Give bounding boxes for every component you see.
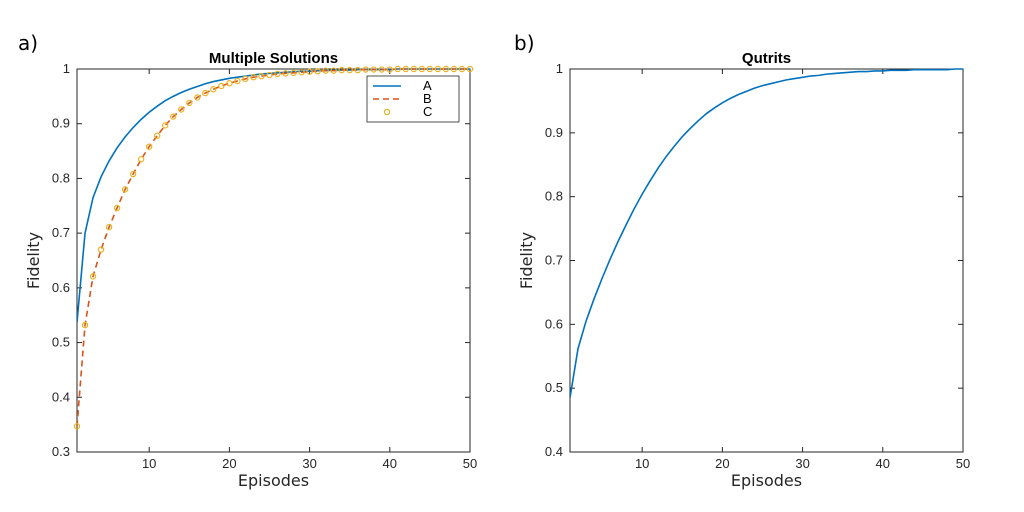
y-tick-label: 0.7 <box>545 253 563 268</box>
data-point <box>330 67 337 74</box>
data-point <box>290 69 297 77</box>
data-point <box>282 70 289 77</box>
data-point <box>218 82 225 90</box>
data-point <box>458 65 466 73</box>
y-tick-label: 0.5 <box>545 380 563 395</box>
x-tick-label: 40 <box>383 456 397 471</box>
data-point <box>162 122 169 129</box>
data-point <box>97 246 105 253</box>
data-point <box>89 273 97 280</box>
panel-label: b) <box>514 31 535 55</box>
y-tick-label: 0.6 <box>545 316 563 331</box>
data-point <box>418 65 426 73</box>
data-point <box>129 170 137 178</box>
x-tick-label: 20 <box>222 456 236 471</box>
legend-marker-c <box>383 108 391 116</box>
data-point <box>194 94 201 101</box>
data-point <box>402 65 410 73</box>
plot-area <box>76 68 471 453</box>
x-tick-label: 40 <box>876 456 890 471</box>
data-point <box>426 65 434 73</box>
data-point <box>170 113 177 120</box>
x-tick-label: 10 <box>635 456 649 471</box>
data-point <box>314 67 321 75</box>
y-tick-label: 0.3 <box>52 444 70 459</box>
data-point <box>466 65 474 73</box>
series-line-fidelity <box>570 68 963 398</box>
y-tick-label: 0.6 <box>52 280 70 295</box>
data-point <box>186 99 193 107</box>
panel-label: a) <box>18 31 38 55</box>
data-point <box>73 423 81 430</box>
y-tick-label: 0.5 <box>52 335 70 350</box>
x-tick-label: 30 <box>302 456 316 471</box>
y-tick-label: 1 <box>556 61 563 76</box>
x-axis-label: Episodes <box>238 471 309 490</box>
legend-label-b: B <box>423 91 432 106</box>
data-point <box>266 71 273 79</box>
data-point <box>113 204 121 212</box>
data-point <box>202 89 209 97</box>
legend-label-a: A <box>423 78 432 93</box>
data-point <box>386 66 393 73</box>
series-c-markers <box>73 65 474 430</box>
data-point <box>298 69 305 76</box>
x-tick-label: 10 <box>142 456 156 471</box>
data-point <box>378 66 385 73</box>
data-point <box>354 66 361 74</box>
data-point <box>362 66 369 73</box>
data-point <box>105 223 113 231</box>
data-point <box>121 186 129 193</box>
data-point <box>145 143 153 150</box>
legend-label-c: C <box>423 104 432 119</box>
x-tick-label: 20 <box>715 456 729 471</box>
data-point <box>226 80 233 87</box>
legend <box>366 75 460 123</box>
y-tick-label: 0.7 <box>52 225 70 240</box>
plot-area <box>569 68 964 453</box>
data-point <box>81 321 89 329</box>
data-point <box>338 66 345 74</box>
y-axis-label: Fidelity <box>517 232 536 289</box>
y-tick-label: 0.9 <box>52 116 70 131</box>
y-tick-label: 0.4 <box>545 444 563 459</box>
data-point <box>322 67 329 74</box>
y-tick-label: 0.4 <box>52 389 70 404</box>
data-point <box>394 65 402 73</box>
x-tick-label: 50 <box>956 456 970 471</box>
data-point <box>306 68 313 75</box>
data-point <box>234 77 241 85</box>
data-point <box>178 106 185 113</box>
data-point <box>210 86 217 93</box>
data-point <box>274 70 281 78</box>
y-tick-label: 0.8 <box>545 189 563 204</box>
y-tick-label: 0.8 <box>52 170 70 185</box>
x-tick-label: 30 <box>795 456 809 471</box>
chart-title: Multiple Solutions <box>209 50 338 67</box>
data-point <box>250 74 257 81</box>
x-tick-label: 50 <box>463 456 477 471</box>
y-tick-label: 0.9 <box>545 125 563 140</box>
data-point <box>450 65 458 73</box>
data-point <box>242 75 249 83</box>
y-axis-label: Fidelity <box>24 232 43 289</box>
y-tick-label: 1 <box>63 61 70 76</box>
data-point <box>442 65 450 73</box>
data-point <box>346 66 353 74</box>
data-point <box>410 65 418 73</box>
data-point <box>258 72 265 80</box>
chart-title: Qutrits <box>742 50 791 67</box>
x-axis-label: Episodes <box>731 471 802 490</box>
data-point <box>370 66 377 73</box>
data-point <box>137 156 145 163</box>
data-point <box>434 65 442 73</box>
data-point <box>154 132 161 139</box>
